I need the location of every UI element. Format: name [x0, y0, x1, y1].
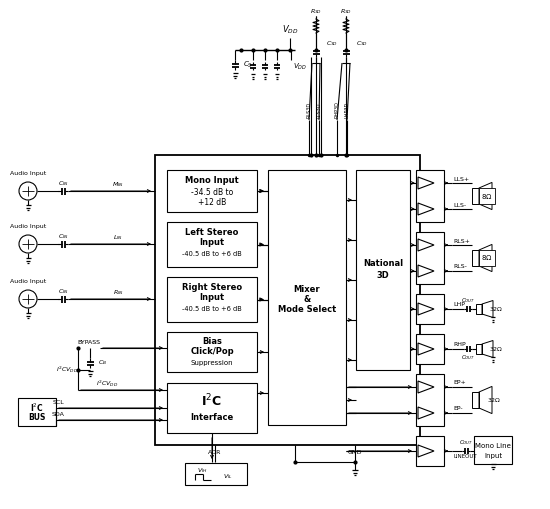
Bar: [416, 374, 444, 426]
Text: SDA: SDA: [51, 412, 64, 417]
Text: 32$\Omega$: 32$\Omega$: [489, 305, 503, 313]
Text: BUS: BUS: [28, 413, 46, 422]
Text: $C_S$: $C_S$: [243, 60, 253, 70]
Bar: [356, 170, 410, 370]
Bar: [167, 170, 257, 212]
Bar: [476, 304, 482, 314]
Bar: [167, 277, 257, 322]
Text: 32$\Omega$: 32$\Omega$: [489, 345, 503, 353]
Text: -40.5 dB to +6 dB: -40.5 dB to +6 dB: [182, 251, 242, 257]
Text: LHP: LHP: [453, 302, 465, 307]
Text: $C_{IN}$: $C_{IN}$: [58, 180, 68, 188]
Text: LINEOUT: LINEOUT: [453, 455, 477, 460]
Text: $C_{3D}$: $C_{3D}$: [326, 40, 338, 48]
Bar: [479, 250, 495, 266]
Bar: [479, 188, 495, 204]
Text: BYPASS: BYPASS: [77, 340, 100, 345]
Text: Bias: Bias: [202, 337, 222, 347]
Text: Left Stereo: Left Stereo: [185, 228, 239, 237]
Text: -34.5 dB to: -34.5 dB to: [191, 187, 233, 196]
Text: $C_{OUT}$: $C_{OUT}$: [459, 439, 473, 447]
Text: GND: GND: [348, 450, 362, 456]
Text: RLS+: RLS+: [453, 239, 470, 243]
Text: $I^2CV_{DD}$: $I^2CV_{DD}$: [56, 365, 78, 375]
Bar: [416, 334, 444, 364]
Text: RLS3D: RLS3D: [306, 102, 311, 118]
Bar: [472, 188, 479, 204]
Text: LLS3D: LLS3D: [316, 102, 322, 118]
Text: 8$\Omega$: 8$\Omega$: [481, 191, 493, 201]
Bar: [185, 463, 247, 485]
Text: SCL: SCL: [52, 401, 64, 406]
Text: $C_{3D}$: $C_{3D}$: [356, 40, 368, 48]
Text: Interface: Interface: [190, 413, 234, 422]
Bar: [474, 436, 512, 464]
Text: $V_{DD}$: $V_{DD}$: [293, 62, 307, 72]
Text: &: &: [304, 295, 311, 304]
Text: +12 dB: +12 dB: [198, 197, 226, 207]
Text: $C_{IN}$: $C_{IN}$: [58, 233, 68, 241]
Text: 32$\Omega$: 32$\Omega$: [487, 396, 501, 404]
Text: Input: Input: [200, 238, 224, 246]
Bar: [472, 392, 479, 408]
Text: $C_{OUT}$: $C_{OUT}$: [461, 297, 475, 305]
Text: $I^2CV_{DD}$: $I^2CV_{DD}$: [96, 379, 118, 389]
Text: National: National: [363, 260, 403, 269]
Text: LLS+: LLS+: [453, 177, 469, 182]
Text: ADR: ADR: [208, 450, 222, 456]
Text: Click/Pop: Click/Pop: [190, 348, 234, 356]
Text: -40.5 dB to +6 dB: -40.5 dB to +6 dB: [182, 306, 242, 312]
Text: 8$\Omega$: 8$\Omega$: [481, 253, 493, 263]
Text: Mixer: Mixer: [294, 285, 320, 294]
Text: $R_{IN}$: $R_{IN}$: [113, 289, 123, 297]
Text: $R_{3D}$: $R_{3D}$: [310, 8, 322, 16]
Text: I$^2$C: I$^2$C: [201, 393, 223, 409]
Text: $C_{IN}$: $C_{IN}$: [58, 288, 68, 296]
Bar: [167, 332, 257, 372]
Text: LHP3D: LHP3D: [344, 102, 349, 118]
Text: Mono Input: Mono Input: [185, 176, 239, 184]
Bar: [155, 155, 420, 445]
Text: 3D: 3D: [377, 271, 389, 280]
Bar: [472, 250, 479, 266]
Text: LLS-: LLS-: [453, 203, 466, 208]
Text: EP+: EP+: [453, 381, 466, 385]
Bar: [476, 344, 482, 354]
Text: RHP3D: RHP3D: [334, 102, 339, 119]
Text: EP-: EP-: [453, 407, 463, 411]
Text: Input: Input: [484, 453, 502, 459]
Bar: [167, 222, 257, 267]
Text: Mode Select: Mode Select: [278, 305, 336, 314]
Text: Audio Input: Audio Input: [10, 223, 46, 229]
Text: $V_{IH}$: $V_{IH}$: [197, 467, 208, 475]
Bar: [268, 170, 346, 425]
Text: RHP: RHP: [453, 343, 466, 348]
Bar: [416, 170, 444, 222]
Bar: [416, 232, 444, 284]
Text: $V_{IL}$: $V_{IL}$: [223, 472, 233, 482]
Text: Right Stereo: Right Stereo: [182, 282, 242, 292]
Text: Input: Input: [200, 293, 224, 301]
Text: $C_{OUT}$: $C_{OUT}$: [461, 354, 475, 362]
Text: $L_{IN}$: $L_{IN}$: [113, 234, 123, 242]
Text: I$^2$C: I$^2$C: [30, 402, 44, 414]
Bar: [416, 436, 444, 466]
Text: RLS-: RLS-: [453, 265, 467, 269]
Text: Audio Input: Audio Input: [10, 278, 46, 284]
Text: Suppression: Suppression: [191, 360, 233, 366]
Text: $M_{IN}$: $M_{IN}$: [112, 181, 124, 189]
Bar: [167, 383, 257, 433]
Text: $V_{DD}$: $V_{DD}$: [282, 24, 298, 36]
Bar: [18, 398, 56, 426]
Text: $C_B$: $C_B$: [98, 358, 107, 367]
Text: Audio Input: Audio Input: [10, 171, 46, 176]
Bar: [416, 294, 444, 324]
Text: $R_{3D}$: $R_{3D}$: [340, 8, 352, 16]
Text: Mono Line: Mono Line: [475, 443, 511, 449]
